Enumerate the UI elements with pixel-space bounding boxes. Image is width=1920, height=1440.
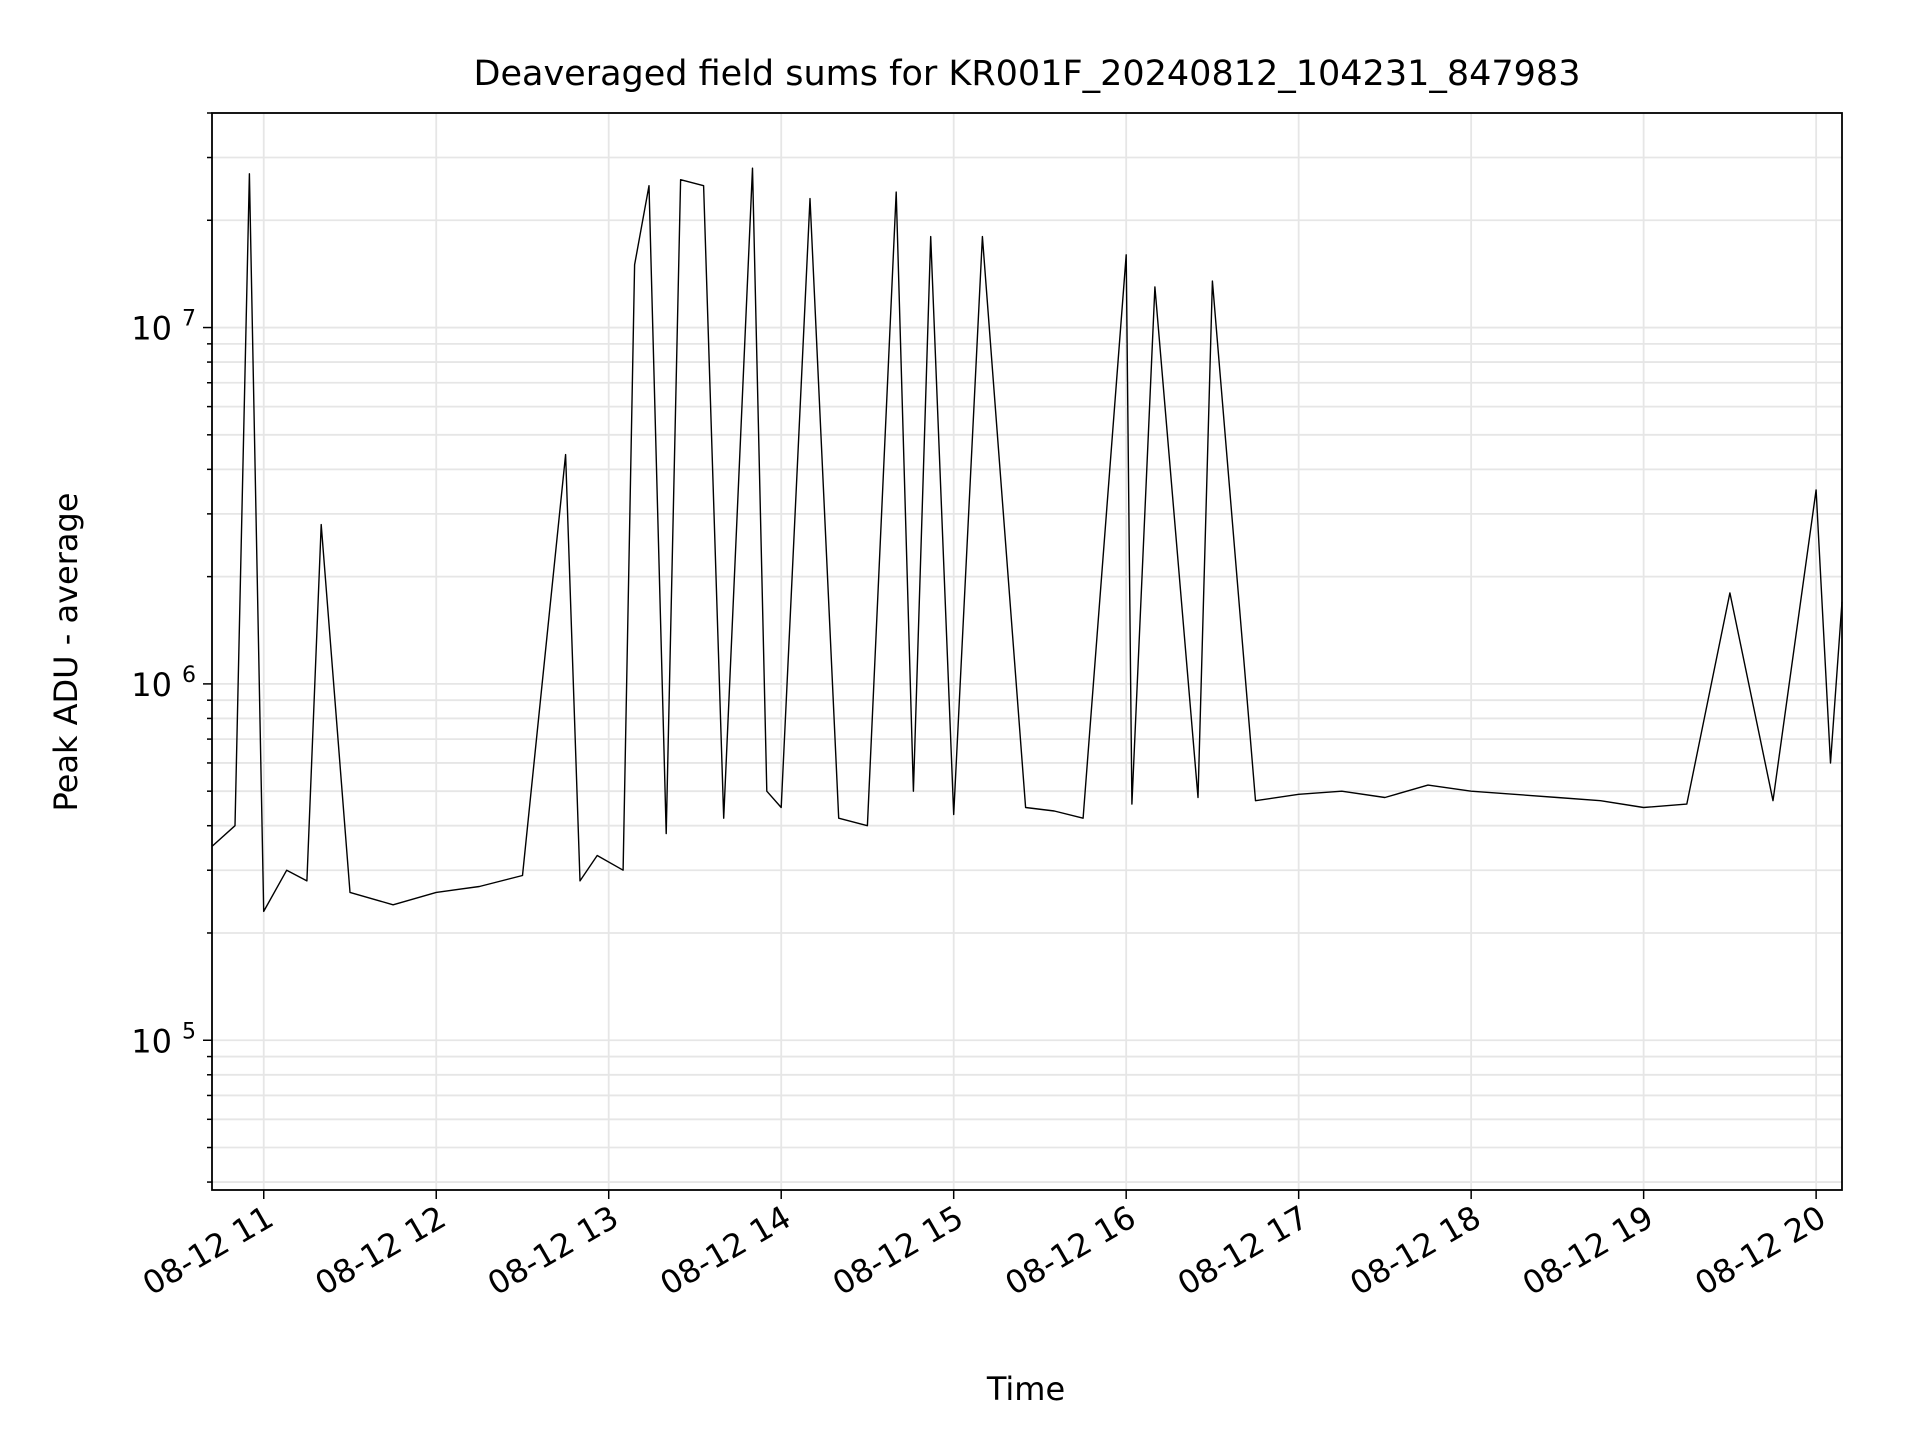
series-line: [211, 167, 1843, 913]
series-line-group: [211, 167, 1843, 913]
y-tick-label: 10: [131, 1022, 172, 1060]
grid-lines: [212, 112, 1842, 1190]
plot-area-frame: [211, 112, 1843, 1191]
x-axis-label: Time: [986, 1370, 1065, 1408]
y-tick-label-exponent: 5: [182, 1019, 196, 1044]
chart-title: Deaveraged field sums for KR001F_2024081…: [474, 54, 1581, 94]
y-axis-ticks: 10 5 10 6 10 7: [131, 112, 212, 1183]
y-tick-label-exponent: 7: [182, 307, 196, 332]
y-tick-label-exponent: 6: [182, 663, 196, 688]
y-tick-label: 10: [131, 310, 172, 348]
y-axis-label: Peak ADU - average: [47, 493, 85, 812]
y-tick-label: 10: [131, 666, 172, 704]
